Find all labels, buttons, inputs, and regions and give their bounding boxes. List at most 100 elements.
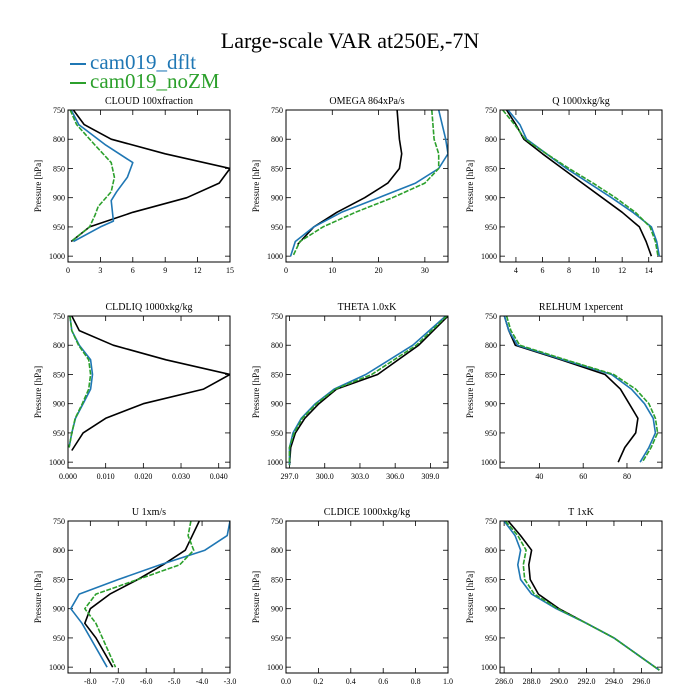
panel-title: CLDLIQ 1000xkg/kg — [106, 302, 193, 313]
series-group — [503, 316, 659, 463]
series-line-nozm — [292, 110, 440, 257]
series-line-control — [70, 110, 230, 243]
plot-frame — [285, 109, 449, 263]
series-line-dflt — [70, 521, 230, 668]
x-tick-label: 0.2 — [313, 677, 323, 686]
x-tick-label: 0.6 — [378, 677, 388, 686]
x-tick-label: 0.010 — [97, 472, 115, 481]
series-line-nozm — [288, 316, 448, 466]
y-tick-label: 950 — [53, 429, 65, 438]
y-tick-label: 900 — [485, 605, 497, 614]
series-line-nozm — [84, 521, 195, 668]
y-tick-label: 1000 — [267, 458, 283, 467]
x-tick-label: 9 — [163, 266, 167, 275]
series-line-control — [288, 316, 448, 466]
series-group — [288, 316, 448, 466]
x-tick-label: -7.0 — [112, 677, 125, 686]
x-tick-label: 0 — [66, 266, 70, 275]
y-axis-label: Pressure [hPa] — [33, 366, 43, 418]
legend-label: cam019_dflt — [90, 50, 197, 74]
y-tick-label: 900 — [53, 194, 65, 203]
y-axis-label: Pressure [hPa] — [251, 160, 261, 212]
series-line-control — [507, 521, 660, 671]
x-tick-label: 288.0 — [523, 677, 541, 686]
y-tick-label: 950 — [271, 429, 283, 438]
chart-panel: THETA 1.0xK Pressure [hPa] 297.0 300.0 303.0… — [251, 302, 449, 481]
x-tick-label: 14 — [645, 266, 653, 275]
x-tick-label: 0 — [284, 266, 288, 275]
y-tick-label: 850 — [485, 370, 497, 379]
x-tick-label: -3.0 — [224, 677, 237, 686]
y-tick-label: 750 — [53, 106, 65, 115]
y-tick-label: 1000 — [49, 663, 65, 672]
y-tick-label: 1000 — [481, 663, 497, 672]
y-tick-label: 750 — [271, 517, 283, 526]
plot-frame — [285, 520, 449, 674]
panel-title: CLDICE 1000xkg/kg — [324, 507, 410, 518]
panel-title: U 1xm/s — [132, 507, 166, 518]
y-tick-label: 800 — [485, 546, 497, 555]
y-tick-label: 750 — [53, 517, 65, 526]
panel-title: T 1xK — [568, 507, 594, 518]
legend-entry-nozm: cam019_noZM — [70, 71, 219, 92]
series-line-dflt — [507, 110, 661, 257]
series-line-control — [503, 316, 639, 463]
x-tick-label: 300.0 — [316, 472, 334, 481]
plot-frame — [499, 520, 663, 674]
y-tick-label: 750 — [271, 106, 283, 115]
y-tick-label: 900 — [271, 605, 283, 614]
y-tick-label: 1000 — [267, 252, 283, 261]
legend-label: cam019_noZM — [90, 69, 220, 93]
x-tick-label: 8 — [567, 266, 571, 275]
y-tick-label: 850 — [53, 370, 65, 379]
series-line-dflt — [503, 316, 657, 463]
x-tick-label: 4 — [514, 266, 518, 275]
x-tick-label: 12 — [194, 266, 202, 275]
y-tick-label: 800 — [53, 546, 65, 555]
y-tick-label: 800 — [485, 135, 497, 144]
y-axis-label: Pressure [hPa] — [251, 571, 261, 623]
y-tick-label: 850 — [271, 164, 283, 173]
y-tick-label: 750 — [485, 517, 497, 526]
y-axis-label: Pressure [hPa] — [251, 366, 261, 418]
x-tick-label: 6 — [131, 266, 135, 275]
x-tick-label: 60 — [579, 472, 587, 481]
y-tick-label: 950 — [53, 634, 65, 643]
y-axis-label: Pressure [hPa] — [465, 571, 475, 623]
x-tick-label: 40 — [535, 472, 543, 481]
y-tick-label: 750 — [485, 312, 497, 321]
chart-panel: U 1xm/s Pressure [hPa] -8.0 -7.0 -6.0 -5.0 -4.… — [33, 507, 236, 686]
x-tick-label: 10 — [592, 266, 600, 275]
y-tick-label: 750 — [53, 312, 65, 321]
x-tick-label: 0.020 — [134, 472, 152, 481]
x-tick-label: 296.0 — [632, 677, 650, 686]
y-tick-label: 850 — [271, 575, 283, 584]
panel-title: Q 1000xkg/kg — [552, 96, 610, 107]
plot-frame — [285, 315, 449, 469]
series-group — [502, 110, 661, 257]
x-tick-label: 6 — [540, 266, 544, 275]
y-tick-label: 950 — [485, 634, 497, 643]
x-tick-label: 0.8 — [411, 677, 421, 686]
chart-panel: CLOUD 100xfraction Pressure [hPa] 0 3 6 9 12 15… — [33, 96, 234, 275]
y-tick-label: 900 — [53, 400, 65, 409]
series-line-control — [505, 110, 653, 257]
x-tick-label: 12 — [618, 266, 626, 275]
y-tick-label: 1000 — [481, 252, 497, 261]
y-axis-label: Pressure [hPa] — [465, 160, 475, 212]
chart-panel: Q 1000xkg/kg Pressure [hPa] 4 6 8 10 12 14 750 80… — [465, 96, 663, 275]
y-tick-label: 850 — [53, 575, 65, 584]
x-tick-label: 15 — [226, 266, 234, 275]
series-line-nozm — [68, 316, 92, 448]
chart-panel: T 1xK Pressure [hPa] 286.0 288.0 290.0 292.0 2… — [465, 507, 663, 686]
plot-frame — [67, 109, 231, 263]
figure-title: Large-scale VAR at250E,-7N — [220, 28, 480, 53]
series-group — [70, 521, 230, 668]
series-group — [68, 316, 230, 451]
panel-title: CLOUD 100xfraction — [105, 96, 193, 107]
x-tick-label: 0.4 — [346, 677, 356, 686]
series-line-nozm — [69, 110, 116, 243]
x-tick-label: 3 — [98, 266, 102, 275]
y-tick-label: 750 — [485, 106, 497, 115]
x-tick-label: -4.0 — [196, 677, 209, 686]
